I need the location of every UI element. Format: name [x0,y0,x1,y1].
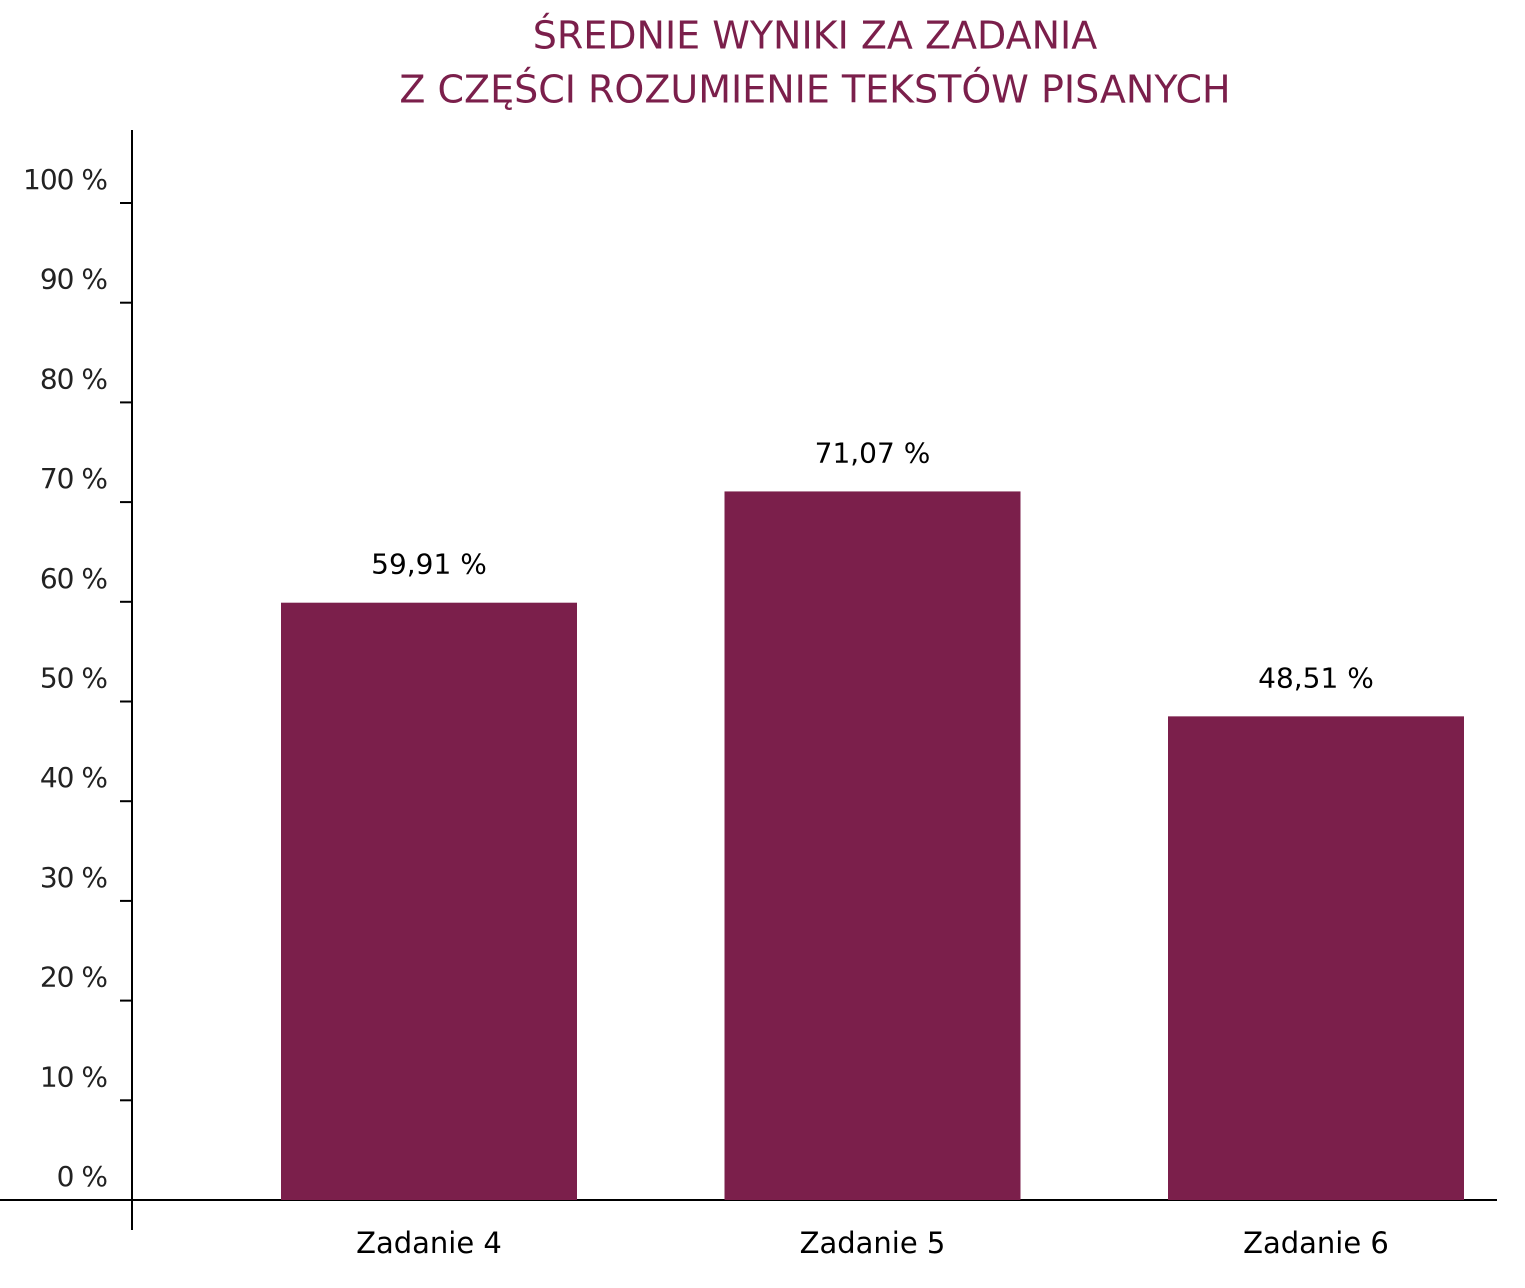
bar [1168,716,1464,1200]
value-label: 59,91 % [371,548,487,581]
y-tick-label: 100 % [23,163,107,196]
chart-title: Z CZĘŚCI ROZUMIENIE TEKSTÓW PISANYCH [399,68,1230,112]
y-tick-label: 30 % [40,861,108,894]
y-tick-label: 10 % [40,1060,108,1093]
y-tick-label: 60 % [40,562,108,595]
y-tick-label: 40 % [40,761,108,794]
x-tick-label: Zadanie 5 [800,1226,946,1260]
x-tick-label: Zadanie 4 [356,1226,502,1260]
x-tick-label: Zadanie 6 [1243,1226,1389,1260]
bar [281,602,577,1200]
y-tick-label: 20 % [40,961,108,994]
chart-title: ŚREDNIE WYNIKI ZA ZADANIA [533,14,1098,58]
value-label: 71,07 % [815,436,931,469]
bar [724,491,1021,1200]
y-tick-label: 0 % [57,1160,108,1193]
y-tick-label: 50 % [40,662,108,695]
y-tick-label: 80 % [40,362,108,395]
value-label: 48,51 % [1258,661,1374,694]
y-tick-label: 90 % [40,263,108,296]
y-tick-label: 70 % [40,462,108,495]
